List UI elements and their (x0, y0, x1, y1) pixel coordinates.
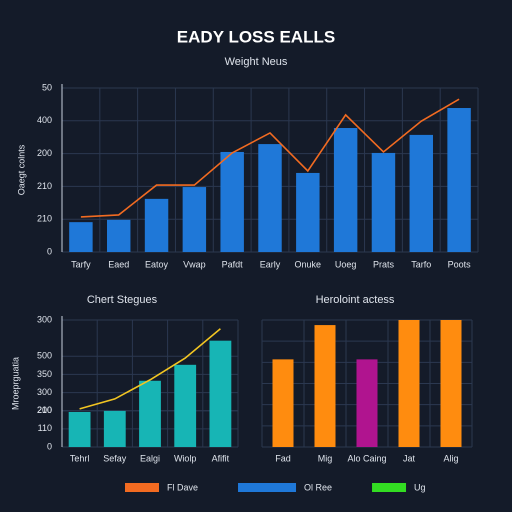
bar (68, 411, 91, 447)
bar (447, 108, 471, 253)
x-tick-label: Wiolp (174, 453, 197, 463)
bar (258, 144, 282, 252)
y-tick-label: 210 (37, 214, 52, 224)
y-axis-label: Mroeprguatia (10, 357, 20, 410)
legend-swatch (125, 483, 159, 492)
bar (398, 320, 420, 447)
x-tick-label: Tarfy (71, 259, 91, 269)
y-tick-label: 200 (37, 405, 52, 415)
bar (356, 359, 378, 447)
x-tick-label: Fad (275, 453, 291, 463)
y-tick-label: 400 (37, 115, 52, 125)
x-tick-label: Pafdt (222, 259, 244, 269)
y-tick-label: 300 (37, 314, 52, 324)
bar (107, 219, 131, 252)
x-tick-label: Sefay (103, 453, 127, 463)
bar (69, 222, 93, 252)
bar (409, 134, 433, 252)
line (80, 98, 460, 218)
line (79, 328, 221, 410)
bar (333, 128, 358, 252)
legend-label: Ug (414, 482, 426, 492)
x-tick-label: Tehrl (70, 453, 90, 463)
x-tick-label: Uoeg (335, 259, 357, 269)
bar (440, 320, 462, 447)
bar (371, 152, 396, 252)
y-tick-label: 200 (37, 148, 52, 158)
bar (182, 187, 207, 252)
legend-swatch (238, 483, 297, 492)
legend-swatch (372, 483, 407, 492)
y-tick-label: 0 (47, 441, 52, 451)
x-tick-label: Alo Caing (347, 453, 386, 463)
bar (314, 325, 336, 447)
chart-title: Chert Stegues (87, 294, 158, 306)
x-tick-label: Mig (318, 453, 333, 463)
y-tick-label: 350 (37, 369, 52, 379)
x-tick-label: Vwap (183, 259, 206, 269)
y-tick-label: 0 (47, 246, 52, 256)
bar (209, 340, 232, 447)
legend-label: Fl Dave (167, 482, 198, 492)
chart-title: EADY LOSS EALLS (177, 27, 335, 46)
x-tick-label: Ealgi (140, 453, 160, 463)
x-tick-label: Tarfo (411, 259, 431, 269)
chart-title: Heroloint actess (316, 294, 395, 306)
bar (174, 364, 197, 447)
y-axis-label: Oaegt colnts (16, 144, 26, 195)
bar (220, 151, 244, 252)
x-tick-label: Prats (373, 259, 395, 269)
bar (296, 172, 320, 252)
x-tick-label: Eaed (108, 259, 129, 269)
chart-subtitle: Weight Neus (225, 56, 288, 68)
x-tick-label: Early (260, 259, 281, 269)
y-tick-label: 500 (37, 351, 52, 361)
x-tick-label: Alig (443, 453, 458, 463)
x-tick-label: Poots (448, 259, 472, 269)
y-tick-label: 210 (37, 181, 52, 191)
y-tick-label: 300 (37, 387, 52, 397)
y-tick-label: 50 (42, 82, 52, 92)
bar (103, 410, 126, 447)
bar (139, 380, 161, 447)
legend-label: Ol Ree (304, 482, 332, 492)
x-tick-label: Jat (403, 453, 416, 463)
x-tick-label: Onuke (295, 259, 322, 269)
x-tick-label: Afifit (212, 453, 230, 463)
y-tick-label: 110 (38, 423, 52, 433)
x-tick-label: Eatoy (145, 259, 169, 269)
bar (144, 198, 169, 252)
bar (272, 359, 294, 447)
y-tick-label: 210 (37, 405, 52, 415)
